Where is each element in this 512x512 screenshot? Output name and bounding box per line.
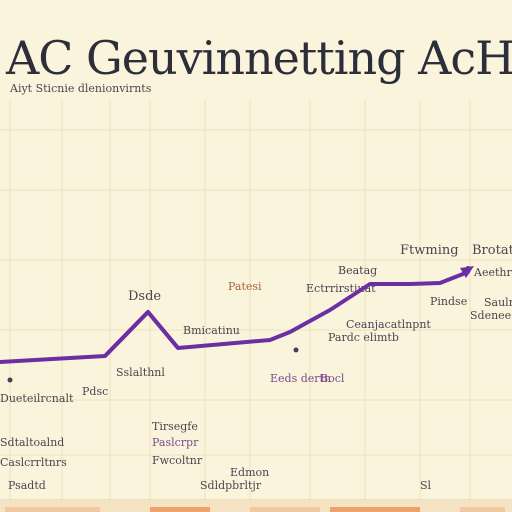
bottom-segment-0 bbox=[5, 507, 100, 512]
annotation-3: Ftwming bbox=[400, 243, 459, 258]
annotation-23: Caslcrrltnrs bbox=[0, 456, 67, 469]
annotation-24: Bocl bbox=[320, 372, 345, 385]
annotation-2: Beatag bbox=[338, 264, 377, 277]
annotation-20: Edmon bbox=[230, 466, 269, 479]
bottom-segment-4 bbox=[460, 507, 505, 512]
annotation-21: Sdldpbrltjr bbox=[200, 479, 262, 492]
annotation-layer: Dsde Bmicatinu Beatag Ftwming Brotation tusp… bbox=[0, 243, 512, 492]
annotation-5: Aeethr bbox=[473, 266, 512, 279]
annotation-18: Paslcrpr bbox=[152, 436, 199, 449]
annotation-9: Pardc elimtb bbox=[328, 331, 399, 344]
annotation-8: Ceanjacatlnpnt bbox=[346, 318, 431, 331]
annotation-13: Eeds dertn bbox=[270, 372, 331, 385]
annotation-26: Psadtd bbox=[8, 479, 46, 492]
bottom-segment-3 bbox=[330, 507, 420, 512]
chart-title: AC Geuvinnetting AcH bbox=[5, 31, 512, 85]
annotation-0: Dsde bbox=[128, 289, 161, 304]
annotation-16: Sslalthnl bbox=[116, 366, 165, 379]
bottom-segment-2 bbox=[250, 507, 320, 512]
annotation-4: Brotation tuspe bbox=[472, 243, 512, 258]
annotation-1: Bmicatinu bbox=[183, 324, 240, 337]
annotation-14: Dueteilrcnalt bbox=[0, 392, 74, 405]
data-point-1 bbox=[7, 377, 13, 383]
bottom-segment-1 bbox=[150, 507, 210, 512]
annotation-10: Pindse bbox=[430, 295, 467, 308]
series-layer bbox=[0, 266, 474, 383]
data-point-0 bbox=[293, 347, 299, 353]
annotation-11: Saulnb bbox=[484, 296, 512, 309]
header-text: Aiyt Sticnie dlenionvirnts bbox=[9, 82, 152, 95]
annotation-17: Tirsegfe bbox=[152, 420, 198, 433]
annotation-19: Fwcoltnr bbox=[152, 454, 203, 467]
series-peak bbox=[103, 310, 180, 358]
annotation-12: Sdenee bbox=[470, 309, 511, 322]
annotation-15: Sdtaltoalnd bbox=[0, 436, 64, 449]
annotation-25: Sl bbox=[420, 479, 432, 492]
series-arrowhead bbox=[460, 266, 474, 278]
annotation-22: Pdsc bbox=[82, 385, 108, 398]
bottom-strip bbox=[0, 500, 512, 512]
annotation-6: Patesi bbox=[228, 280, 262, 293]
